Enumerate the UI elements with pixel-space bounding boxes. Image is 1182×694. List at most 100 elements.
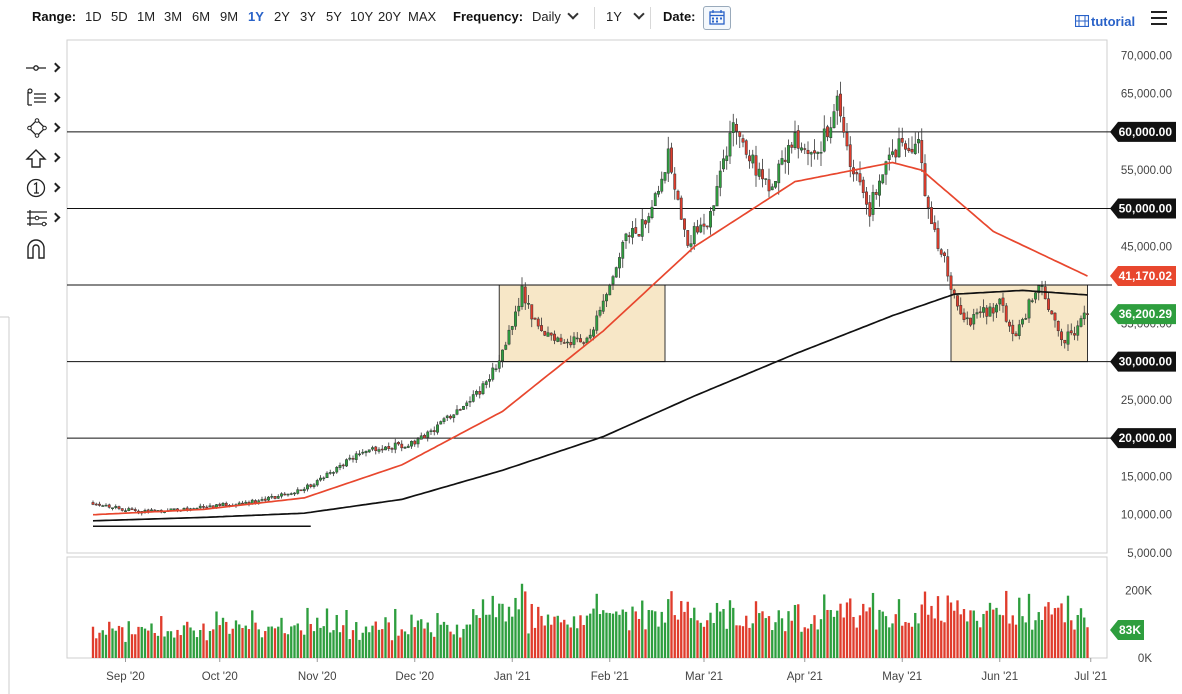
candle[interactable] [302,488,306,492]
volume-bar[interactable] [358,639,361,658]
volume-bar[interactable] [130,634,134,658]
volume-bar[interactable] [936,596,940,658]
volume-bar[interactable] [117,625,121,658]
volume-bar[interactable] [559,622,563,658]
volume-bar[interactable] [735,625,738,658]
candle[interactable] [423,434,426,439]
candle[interactable] [553,333,556,341]
volume-bar[interactable] [186,621,189,658]
candle[interactable] [618,257,621,269]
candle[interactable] [1027,299,1031,319]
volume-bar[interactable] [793,604,797,658]
volume-bar[interactable] [858,615,862,658]
volume-bar[interactable] [719,611,722,658]
candle[interactable] [283,493,287,496]
volume-bar[interactable] [875,629,878,658]
candle[interactable] [631,228,634,238]
volume-bar[interactable] [956,600,959,658]
candle[interactable] [832,111,836,128]
candle[interactable] [959,305,963,315]
candle[interactable] [1053,312,1057,321]
candle[interactable] [549,332,553,336]
volume-bar[interactable] [108,621,111,658]
candle[interactable] [962,312,966,320]
candle[interactable] [319,477,322,481]
volume-bar[interactable] [829,610,832,658]
candle[interactable] [861,179,865,193]
volume-bar[interactable] [296,623,299,658]
volume-bar[interactable] [286,634,290,658]
volume-bar[interactable] [556,615,559,658]
candle[interactable] [679,197,683,220]
volume-bar[interactable] [173,637,176,658]
volume-bar[interactable] [985,610,988,658]
candle[interactable] [998,298,1002,305]
candle[interactable] [1030,300,1034,302]
volume-bar[interactable] [611,613,615,658]
volume-bar[interactable] [439,624,442,658]
candle[interactable] [790,144,794,148]
candle[interactable] [439,421,443,425]
volume-bar[interactable] [1024,622,1027,658]
candle[interactable] [260,499,264,501]
volume-bar[interactable] [517,609,520,658]
volume-bar[interactable] [884,616,888,658]
hamburger-menu-icon[interactable] [1151,11,1167,25]
arrow-tool-button[interactable] [22,146,62,170]
volume-bar[interactable] [387,622,390,658]
volume-bar[interactable] [1044,606,1047,658]
candle[interactable] [523,286,527,304]
candle[interactable] [582,342,586,344]
candle[interactable] [692,226,696,245]
volume-bar[interactable] [644,629,647,658]
volume-bar[interactable] [147,630,150,658]
range-button-2y[interactable]: 2Y [274,9,290,24]
candle[interactable] [270,496,274,498]
candle[interactable] [465,402,469,406]
candle[interactable] [267,496,270,501]
candle[interactable] [387,446,391,449]
candle[interactable] [208,505,212,508]
candle[interactable] [1040,285,1044,287]
volume-bar[interactable] [176,629,179,658]
volume-bar[interactable] [1060,603,1063,658]
candle[interactable] [601,300,605,312]
candle[interactable] [647,216,651,223]
candle[interactable] [712,205,716,211]
candle[interactable] [923,163,927,196]
volume-bar[interactable] [865,611,868,658]
candle[interactable] [572,336,576,345]
volume-bar[interactable] [923,591,927,658]
volume-bar[interactable] [134,634,137,658]
candle[interactable] [796,130,800,149]
volume-bar[interactable] [234,620,238,658]
volume-bar[interactable] [816,629,819,658]
candle[interactable] [858,173,862,183]
candle[interactable] [965,317,969,320]
candle[interactable] [653,193,657,207]
candle[interactable] [611,276,615,285]
candle[interactable] [744,140,748,155]
volume-bar[interactable] [524,591,527,658]
volume-bar[interactable] [322,626,325,658]
volume-bar[interactable] [728,600,732,658]
candle[interactable] [787,145,790,163]
candle[interactable] [543,330,547,336]
volume-bar[interactable] [550,624,553,658]
candle[interactable] [341,464,345,467]
volume-bar[interactable] [631,606,634,658]
volume-bar[interactable] [696,620,699,658]
candle[interactable] [855,172,859,175]
volume-bar[interactable] [280,617,283,658]
candle[interactable] [725,155,729,161]
candle[interactable] [624,233,628,241]
volume-bar[interactable] [433,636,436,658]
candle[interactable] [1004,305,1008,322]
volume-bar[interactable] [676,619,680,658]
volume-bar[interactable] [166,631,169,658]
shapes-tool-button[interactable] [22,116,62,140]
volume-bar[interactable] [1070,620,1073,658]
candle[interactable] [621,241,625,259]
volume-bar[interactable] [693,607,696,658]
volume-bar[interactable] [670,591,673,658]
